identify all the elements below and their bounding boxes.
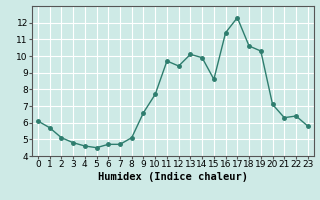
X-axis label: Humidex (Indice chaleur): Humidex (Indice chaleur) [98, 172, 248, 182]
